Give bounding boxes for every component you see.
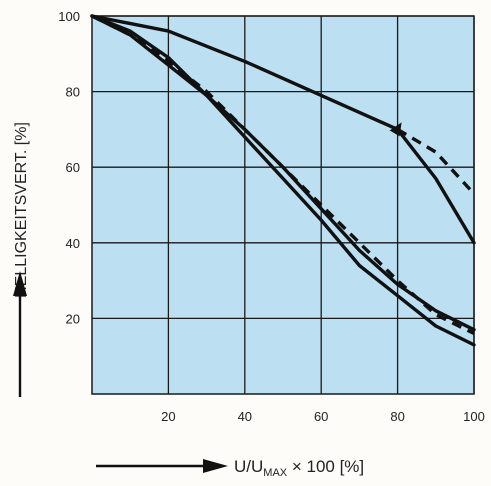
y-tick-label: 60 [66, 160, 80, 175]
arrow-marker [389, 122, 402, 137]
x-tick-label: 20 [161, 409, 175, 424]
x-axis-title: U/UMAX × 100 [%] [234, 457, 364, 479]
y-axis-arrowhead [13, 271, 27, 296]
series-line-3 [90, 14, 476, 347]
y-tick-label: 40 [66, 236, 80, 251]
x-tick-label: 100 [463, 409, 485, 424]
x-tick-label: 40 [238, 409, 252, 424]
series-line-5 [90, 14, 476, 332]
y-tick-label: 20 [66, 311, 80, 326]
y-tick-label: 80 [66, 85, 80, 100]
y-tick-label: 100 [58, 9, 80, 24]
x-tick-label: 80 [390, 409, 404, 424]
plot-background [91, 15, 475, 395]
x-tick-label: 60 [314, 409, 328, 424]
x-axis-arrowhead [203, 459, 228, 473]
y-axis-title: HELLIGKEITSVERT. [%] [13, 122, 30, 298]
series-line-1 [90, 14, 476, 245]
